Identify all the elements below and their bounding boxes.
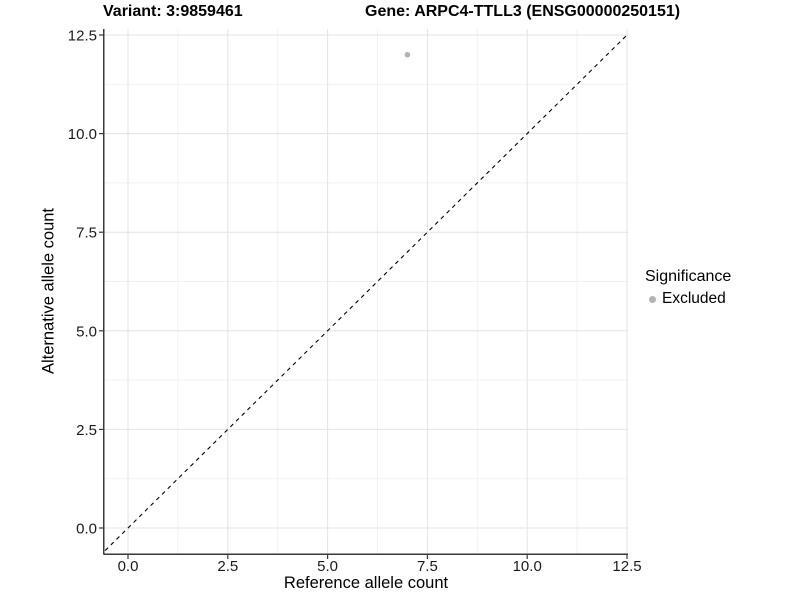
legend-item-label: Excluded <box>662 290 726 307</box>
legend-item-excluded: Excluded <box>645 290 731 308</box>
x-tick-label: 0.0 <box>118 558 139 575</box>
x-tick-label: 10.0 <box>513 558 542 575</box>
x-tick-label: 7.5 <box>417 558 438 575</box>
data-point <box>404 51 411 58</box>
x-tick-label: 5.0 <box>317 558 338 575</box>
x-tick-label: 12.5 <box>612 558 641 575</box>
excluded-point-icon <box>649 295 656 303</box>
chart-title-variant: Variant: 3:9859461 <box>103 3 243 20</box>
y-axis-title: Alternative allele count <box>39 207 58 375</box>
y-tick-label: 5.0 <box>76 323 97 340</box>
y-tick-label: 2.5 <box>76 422 97 439</box>
y-tick-label: 12.5 <box>68 28 97 45</box>
x-tick-label: 2.5 <box>217 558 238 575</box>
x-axis-title: Reference allele count <box>283 574 449 592</box>
y-tick-label: 10.0 <box>68 126 97 143</box>
y-tick-label: 7.5 <box>76 225 97 242</box>
chart-title-gene: Gene: ARPC4-TTLL3 (ENSG00000250151) <box>365 3 681 20</box>
legend: Significance Excluded <box>645 268 731 308</box>
y-tick-label: 0.0 <box>76 521 97 538</box>
legend-title: Significance <box>645 268 732 285</box>
